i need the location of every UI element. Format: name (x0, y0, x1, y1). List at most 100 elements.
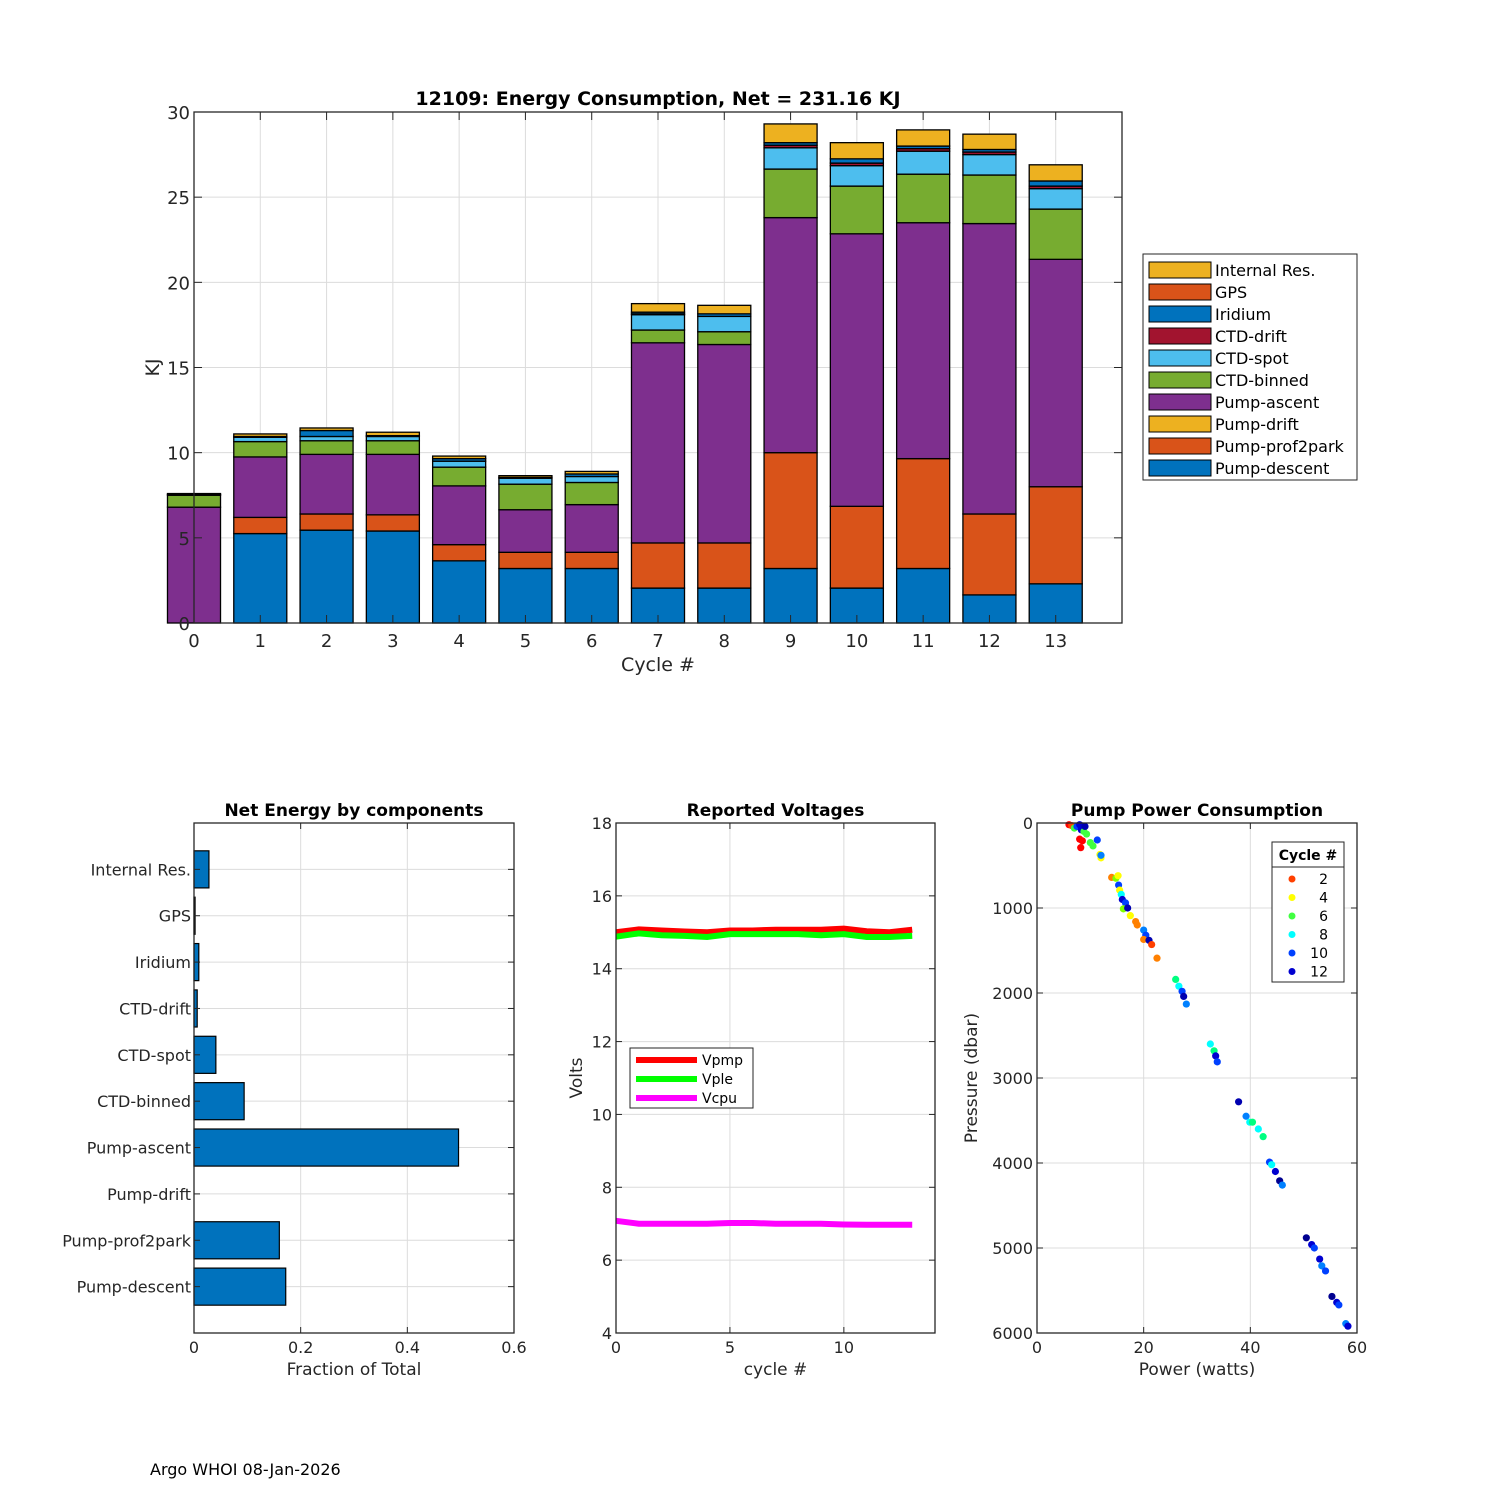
bar-segment-internal-res- (895, 129, 951, 147)
legend-label: Iridium (1215, 305, 1271, 324)
legend-label: 12 (1310, 965, 1328, 981)
bar-segment-pump-descent (895, 567, 951, 624)
chart-title: Net Energy by components (224, 801, 483, 821)
data-point (1124, 904, 1132, 912)
bar-segment-internal-res- (299, 427, 354, 432)
bar (193, 1128, 460, 1167)
bar-segment-ctd-binned (299, 440, 354, 456)
bar-segment-pump-prof2park (1028, 486, 1083, 585)
data-point (1114, 872, 1122, 880)
bar-segment-pump-ascent (895, 222, 951, 460)
bar-segment-pump-ascent (697, 343, 752, 544)
bar-segment-pump-ascent (365, 453, 421, 516)
y-tick-label: 30 (167, 103, 190, 124)
data-point (1097, 851, 1105, 859)
legend-label: Vple (702, 1072, 733, 1088)
bar-segment-pump-prof2park (697, 542, 752, 589)
x-tick-label: 6 (586, 631, 597, 652)
y-tick-label: Internal Res. (91, 860, 191, 879)
bar-segment-internal-res- (630, 302, 686, 313)
bar-segment-ctd-spot (697, 315, 752, 333)
data-point (1268, 1161, 1276, 1169)
bar-segment-internal-res- (498, 475, 553, 479)
main-axes-box (193, 111, 1123, 624)
data-point (1259, 1133, 1267, 1141)
x-axis-label: Cycle # (621, 654, 695, 676)
data-point (1089, 842, 1097, 850)
bar-segment-ctd-binned (498, 483, 553, 511)
legend-label: Internal Res. (1215, 261, 1315, 280)
data-point (1254, 1125, 1262, 1133)
bar-segment-pump-prof2park (763, 452, 818, 570)
data-point (1206, 1040, 1214, 1048)
legend-swatch (1148, 349, 1212, 367)
x-tick-label: 3 (387, 631, 398, 652)
y-tick-label: Pump-prof2park (62, 1231, 192, 1250)
bar-segment-pump-ascent (564, 503, 619, 553)
chart-title: 12109: Energy Consumption, Net = 231.16 … (415, 88, 900, 110)
legend-label: 8 (1319, 928, 1328, 944)
bar-segment-internal-res- (1028, 164, 1083, 182)
bar-segment-internal-res- (962, 133, 1017, 151)
y-tick-label: 6000 (992, 1324, 1033, 1343)
data-point (1321, 1267, 1330, 1275)
y-axis-label: Volts (567, 1057, 587, 1098)
bar-segment-ctd-binned (564, 481, 619, 506)
legend-swatch (1148, 305, 1212, 323)
bar-segment-pump-ascent (630, 342, 686, 544)
bar-segment-ctd-spot (895, 150, 951, 175)
data-point (1148, 940, 1156, 949)
data-point (1213, 1058, 1221, 1066)
legend-label: 2 (1319, 872, 1328, 888)
bar-segment-ctd-binned (233, 440, 288, 458)
bar-segment-ctd-spot (630, 314, 686, 331)
data-point (1235, 1098, 1243, 1106)
data-point (1344, 1322, 1352, 1330)
x-tick-label: 8 (719, 631, 730, 652)
y-tick-label: 3000 (992, 1069, 1033, 1088)
y-tick-label: Iridium (135, 953, 191, 972)
legend-label: Pump-descent (1215, 459, 1329, 478)
legend-label: Pump-ascent (1215, 393, 1319, 412)
y-tick-label: Pump-ascent (87, 1139, 191, 1158)
legend-swatch (1148, 393, 1212, 411)
x-tick-label: 9 (785, 631, 796, 652)
bar-segment-pump-prof2park (829, 505, 885, 589)
y-tick-label: 2000 (992, 984, 1033, 1003)
x-tick-label: 0 (611, 1338, 621, 1357)
bar-segment-internal-res- (431, 455, 487, 460)
bar-segment-pump-descent (299, 529, 354, 624)
legend-marker (1288, 894, 1296, 901)
data-point (1180, 992, 1188, 1001)
legend-swatch (1148, 459, 1212, 477)
bar-segment-pump-prof2park (630, 542, 686, 589)
legend-title: Cycle # (1279, 848, 1338, 864)
bar-segment-pump-ascent (431, 485, 487, 546)
chart-title: Pump Power Consumption (1071, 801, 1323, 821)
data-point (1271, 1167, 1279, 1176)
bar-segment-pump-descent (233, 532, 288, 624)
bar-segment-pump-prof2park (365, 514, 421, 532)
y-tick-label: 0 (1023, 814, 1033, 833)
pump-power-chart: 0 20 40 60 0 1000 2000 3000 4000 5000 6000 Pump Pow… (962, 801, 1367, 1380)
y-tick-label: CTD-spot (117, 1046, 191, 1065)
bar-segment-ctd-binned (763, 168, 818, 219)
y-tick-label: 5000 (992, 1239, 1033, 1258)
bar-segment-ctd-binned (962, 174, 1017, 225)
y-tick-label: 12 (592, 1033, 612, 1052)
bar-segment-iridium (1028, 180, 1083, 187)
y-tick-label: CTD-binned (97, 1092, 191, 1111)
data-point (1212, 1052, 1220, 1060)
y-tick-label: 5 (179, 529, 190, 550)
y-tick-label: 6 (602, 1251, 612, 1270)
net-energy-components-chart: Internal Res. GPS Iridium CTD-drift CTD-spot… (62, 801, 527, 1380)
legend: Internal Res. GPS Iridium CTD-drift CTD-spot… (1142, 253, 1358, 481)
data-point (1081, 822, 1089, 831)
data-point (1083, 830, 1091, 838)
bar-segment-pump-prof2park (431, 543, 487, 562)
legend-label: CTD-drift (1215, 327, 1287, 346)
bar (193, 1221, 280, 1260)
bar-segment-pump-prof2park (299, 513, 354, 531)
bar-segment-internal-res- (763, 123, 818, 144)
bar-segment-ctd-binned (365, 440, 421, 456)
